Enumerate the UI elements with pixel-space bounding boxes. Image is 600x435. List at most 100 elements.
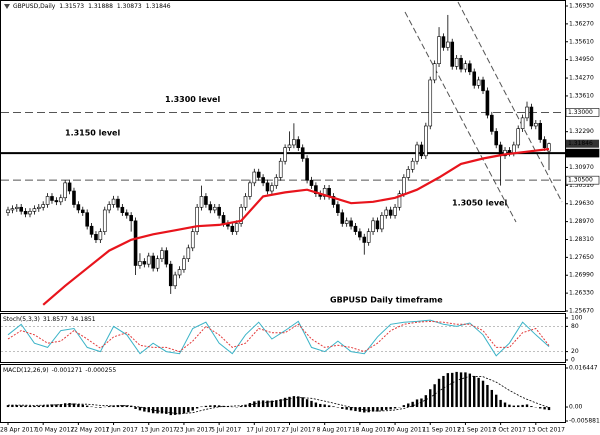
candle-body [120,206,125,213]
candle-body [485,90,490,116]
macd-bar [261,400,265,408]
macd-bar [437,378,441,408]
title-ohlc: 1.30873 [117,3,142,10]
macd-bar [341,407,344,409]
x-tick-label: 3 Oct 2017 [493,427,526,434]
candle-body [155,258,160,269]
candle-body [393,206,397,216]
macd-bar [266,400,269,408]
main-frame [0,0,566,312]
macd-bar [182,407,186,414]
candle-body [432,63,437,81]
candle-body [494,131,499,146]
candle-body [274,177,279,186]
macd-bar [376,407,379,412]
macd-bar [371,407,375,412]
candle-body [344,220,349,224]
candle-body [481,79,485,92]
candle-body [270,185,274,192]
macd-bar [297,396,300,408]
candle-body [80,209,85,213]
level-label: 1.3150 level [65,129,120,138]
macd-bar [332,406,335,408]
macd-bar [275,400,278,408]
candle-body [133,220,138,266]
level-box [565,148,600,158]
x-tick-label: 11 Sep 2017 [422,427,460,434]
chart-title: GBPUSD,Daily 1.31573 1.31888 1.30873 1.31846 [13,3,171,10]
stoch-value: 31.8577 [43,316,68,323]
macd-bar [19,405,23,408]
candle-body [168,263,173,287]
x-tick-label: 30 Aug 2017 [387,427,426,434]
macd-bar [517,405,520,408]
macd-bar [354,407,357,412]
macd-bar [305,399,309,408]
candle-body [362,236,367,243]
macd-bar [543,407,546,410]
x-tick-label: 21 Sep 2017 [457,427,495,434]
macd-bar [411,401,414,408]
macd-bar [99,407,102,408]
candle-body [292,139,296,146]
macd-bar [143,407,146,412]
candle-body [182,258,186,270]
y-tick-label: 1.34270 [569,75,594,82]
macd-bar [547,407,551,411]
y-tick-label: 1.32290 [569,128,594,135]
macd-bar [455,371,458,408]
candle-body [534,122,538,127]
candle-body [415,144,419,162]
macd-bar [239,406,243,408]
macd-bar [165,407,168,414]
y-tick-label: 1.33610 [569,92,594,99]
candle-body [230,225,235,232]
candle-body [287,144,292,148]
y-tick-label: 1.28310 [569,236,594,243]
candle-body [529,106,534,127]
title-ohlc: 1.31846 [146,3,171,10]
macd-bar [314,402,318,408]
x-tick-label: 22 May 2017 [70,427,109,434]
macd-bar [77,404,80,408]
macd-bar [486,384,489,408]
y-tick-label: 80 [571,323,579,330]
y-tick-label: 1.28970 [569,218,594,225]
macd-bar [459,372,463,408]
macd-bar [15,405,18,408]
moving-average [42,147,550,306]
stoch-frame [0,313,566,363]
macd-bar [55,404,58,408]
candle-body [516,128,521,146]
candle-body [173,274,177,287]
macd-bar [530,406,533,408]
candle-body [146,255,151,265]
macd-bar [442,375,445,408]
y-tick-label: 1.36930 [569,3,594,10]
stoch-line [7,319,550,357]
macd-bar [512,405,516,408]
candle-body [314,185,318,195]
y-tick-label: -0.005881 [569,418,600,425]
stoch-value: 34.1851 [71,316,96,323]
macd-bar [160,407,164,414]
candle-body [14,206,19,209]
candle-body [472,71,477,86]
level-box [565,108,600,117]
macd-bar [209,405,212,408]
candle-body [336,204,340,213]
candle-body [542,139,547,148]
macd-bar [380,407,384,411]
macd-bar [217,405,221,408]
candle-body [67,182,72,192]
macd-bar [28,405,32,408]
level-label: 1.3300 level [165,95,220,104]
candle-body [353,225,358,232]
candle-body [358,231,362,238]
candle-body [32,208,37,212]
macd-bar [59,404,62,408]
y-tick-label: 0.00 [569,404,583,411]
candle-body [94,234,98,241]
candle-body [212,206,217,211]
